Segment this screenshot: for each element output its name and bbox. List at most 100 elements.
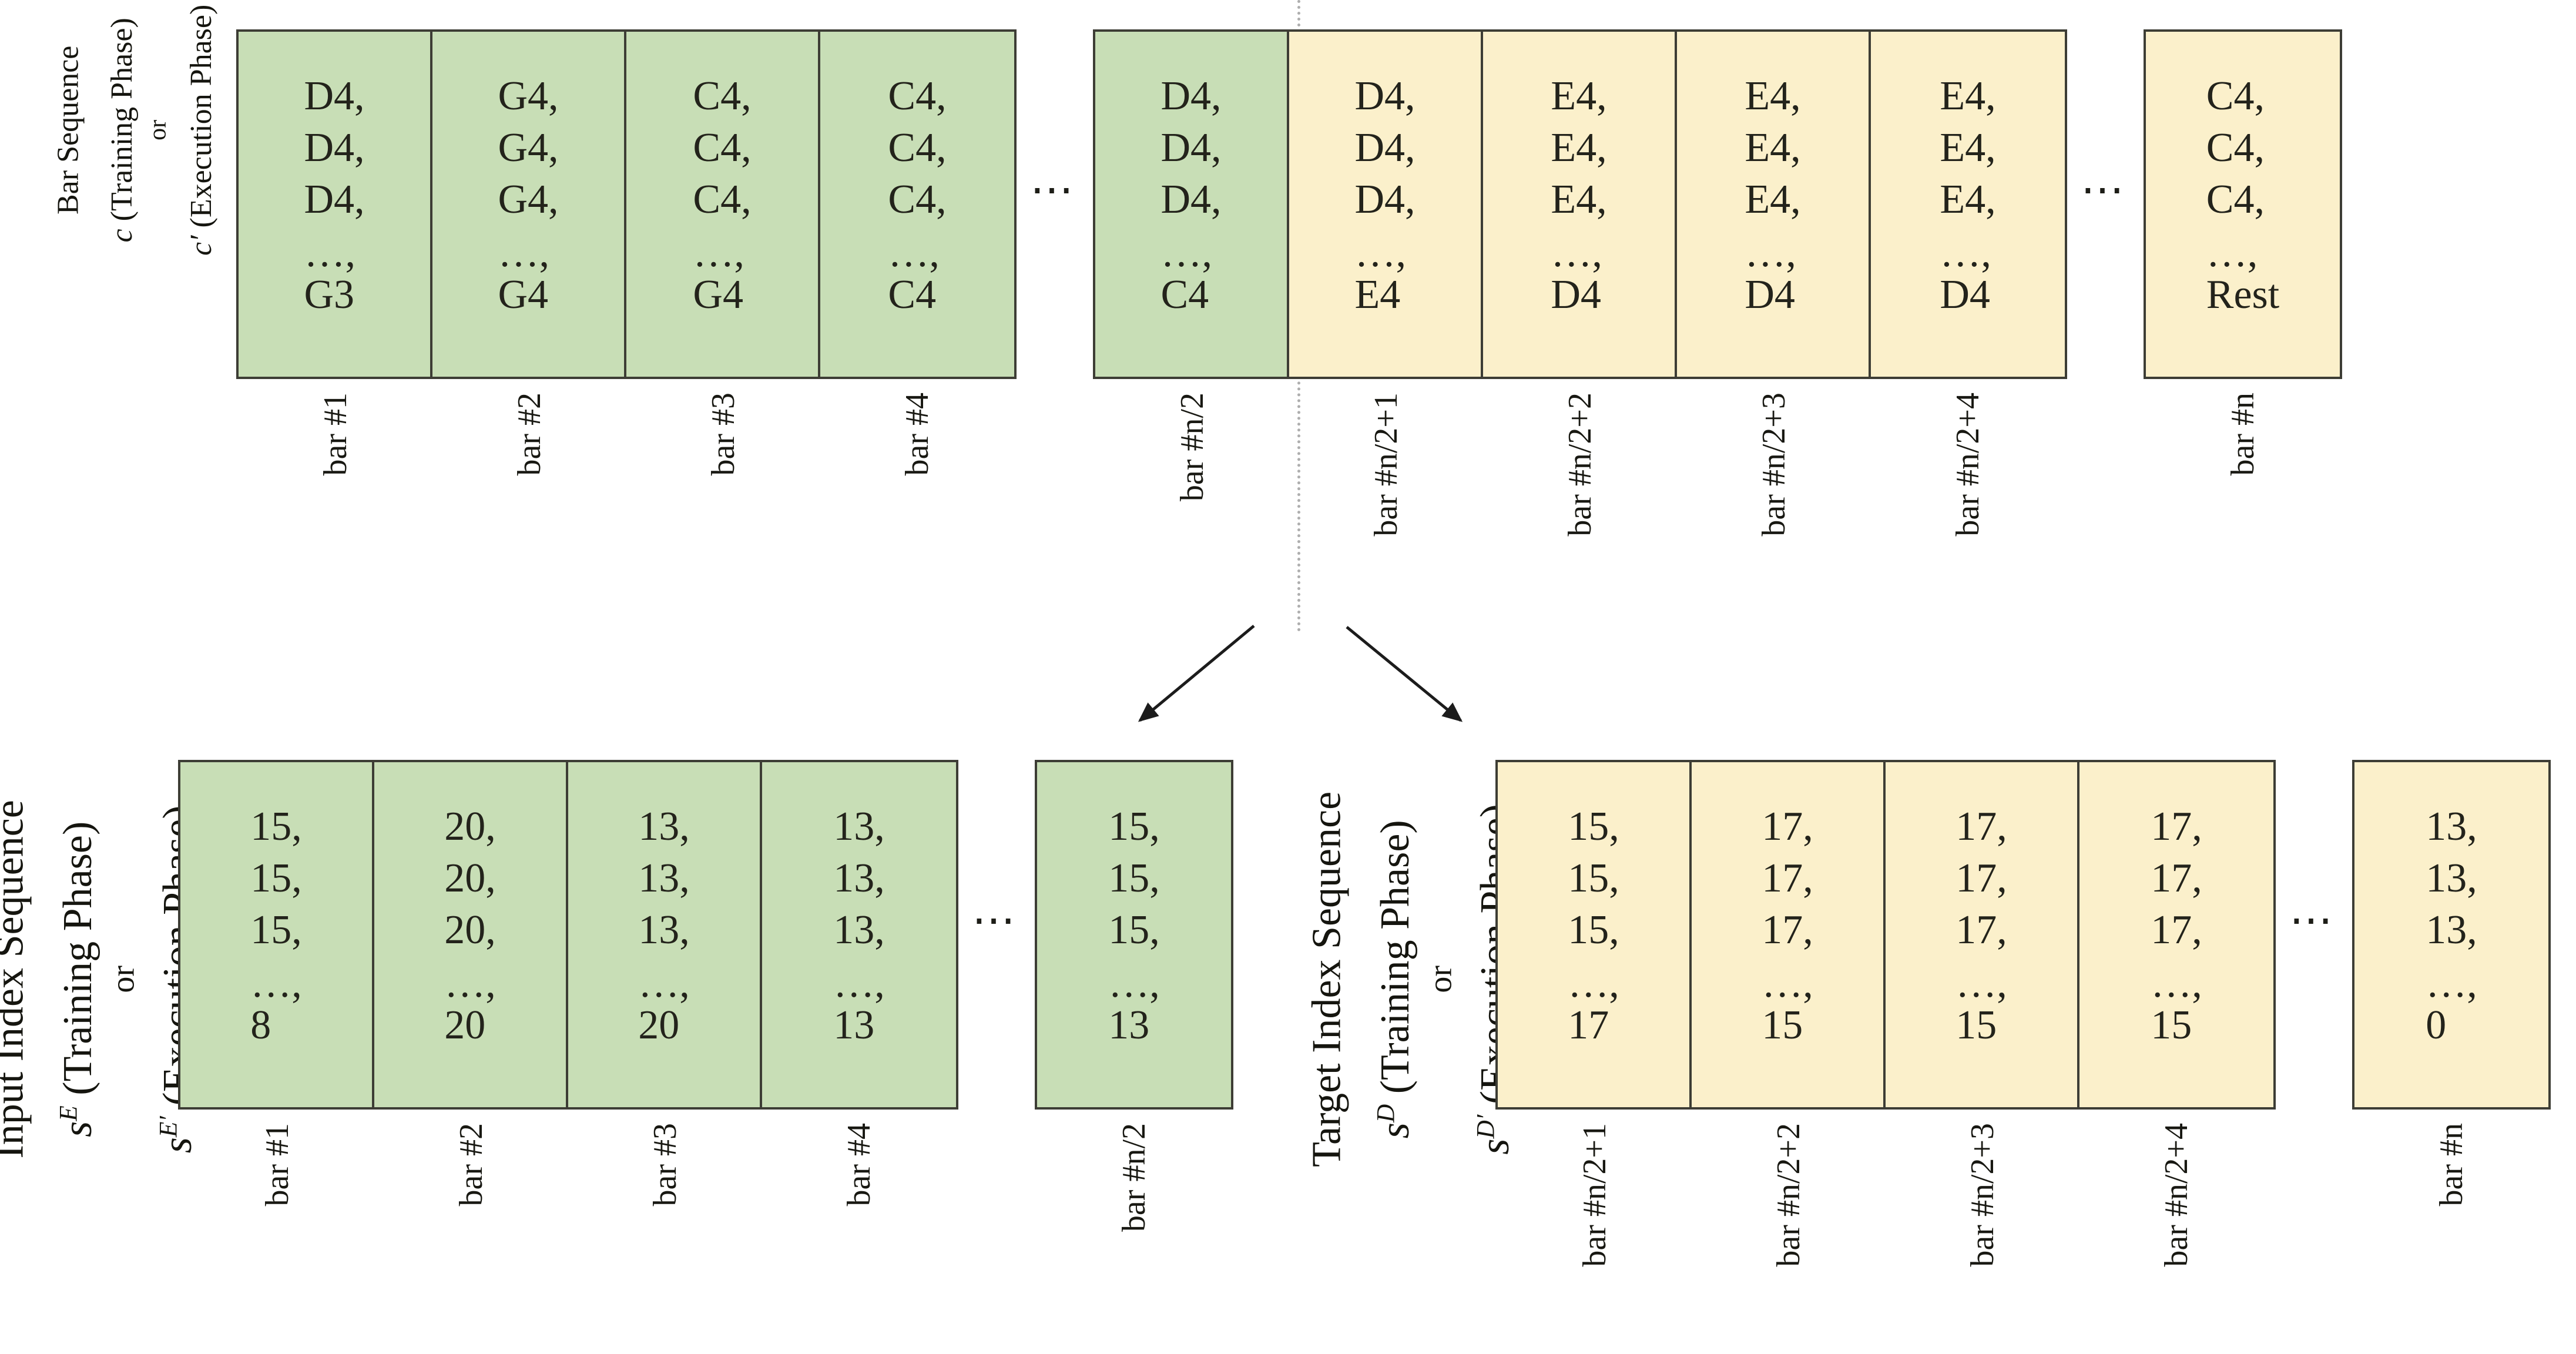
bar-box-bar-n-2-1: D4, D4, D4, …, E4 [1289,32,1483,377]
bar-box-group: D4, D4, D4,…, C4 D4, D4, D4,…, E4 E4, E4, E4,…, D4 E… [1093,29,2067,379]
note-value: 17, [1956,907,2007,953]
bar-number-label-bar-n-2-3: bar #n/2+3 [1756,393,1792,537]
seq-label-training: sE (Training Phase) [54,821,100,1137]
bar-number-label-bar-n-2: bar #n/2 [1116,1123,1152,1232]
note-value: …, [1956,961,2007,1006]
seq-label-title: Input Index Sequence [0,800,32,1159]
input-index-sequence-row: 15, 15, 15,…, 8 20, 20, 20,…, 20 13, 13, 13,…, 20 13… [178,760,1233,1110]
note-value: G4, [498,73,559,119]
bar-box-bar-n-2: 15, 15, 15, …, 13 [1037,762,1231,1107]
bar-box-bar-2: 20, 20, 20, …, 20 [374,762,568,1107]
note-value: C4, [693,177,752,222]
bar-box-group: C4, C4, C4, …, Rest [2144,29,2342,379]
note-value: …, [1745,230,1796,276]
note-value: …, [1551,230,1602,276]
note-value: D4, [1354,73,1416,119]
bar-number-label-bar-2: bar #2 [511,393,548,476]
seq-label-or: or [145,119,172,140]
bar-number-label-bar-1: bar #1 [259,1123,296,1206]
note-value: D4, [1354,125,1416,170]
bar-sequence-label: Bar Sequence c (Training Phase) or c′ (E… [46,0,225,424]
note-value: C4 [888,272,937,317]
note-value: 17, [1956,856,2007,901]
note-value: 15, [1568,804,1619,849]
note-column: 13, 13, 13, …, 0 [2426,801,2477,1050]
bar-sequence-row: D4, D4, D4,…, G3 G4, G4, G4,…, G4 C4, C4, C4,…, G4 C… [236,29,2342,379]
note-value: E4, [1940,125,1996,170]
bar-number-label-bar-3: bar #3 [647,1123,683,1206]
note-column: D4, D4, D4, …, E4 [1354,71,1415,320]
note-value: 17, [1762,804,1813,849]
note-column: C4, C4, C4, …, C4 [888,71,946,320]
note-value: 13, [2426,804,2477,849]
row-ellipsis: ⋯ [972,897,1021,945]
note-value: D4, [1160,177,1222,222]
note-column: E4, E4, E4, …, D4 [1745,71,1800,320]
note-value: 15, [250,856,302,901]
note-value: 8 [250,1003,271,1048]
seq-label-or: or [105,966,142,993]
note-value: …, [1108,961,1160,1006]
bar-number-label-bar-3: bar #3 [705,393,742,476]
note-column: E4, E4, E4, …, D4 [1940,71,1995,320]
note-value: C4, [888,125,947,170]
bar-number-label-bar-n-2-2: bar #n/2+2 [1562,393,1598,537]
note-value: …, [1160,230,1212,276]
note-value: …, [2206,230,2258,276]
note-value: 13, [2426,856,2477,901]
note-value: 13 [1108,1003,1150,1048]
note-value: C4, [2206,73,2265,119]
bar-number-label-bar-n: bar #n [2225,393,2261,476]
note-value: G4, [498,125,559,170]
note-value: 13, [638,907,690,953]
note-value: 15, [1568,856,1619,901]
bar-box-bar-4: 13, 13, 13, …, 13 [762,762,956,1107]
bar-number-label-bar-4: bar #4 [841,1123,877,1206]
note-value: D4 [1745,272,1795,317]
note-value: D4, [1354,177,1416,222]
bar-box-group: D4, D4, D4,…, G3 G4, G4, G4,…, G4 C4, C4, C4,…, G4 C… [236,29,1017,379]
note-value: 13, [2426,907,2477,953]
note-value: 20, [444,804,496,849]
note-value: 20, [444,856,496,901]
note-value: D4 [1940,272,1990,317]
target-index-sequence-row: 15, 15, 15,…, 17 17, 17, 17,…, 15 17, 17, 17,…, 15 1… [1495,760,2551,1110]
note-value: C4, [888,73,947,119]
note-value: 15, [250,907,302,953]
bar-box-bar-n-2-4: 17, 17, 17, …, 15 [2079,762,2273,1107]
seq-label-title: Bar Sequence [51,45,85,215]
note-column: 20, 20, 20, …, 20 [444,801,496,1050]
note-value: D4 [1551,272,1601,317]
note-value: …, [250,961,302,1006]
note-value: E4, [1551,125,1607,170]
note-column: 15, 15, 15, …, 8 [250,801,302,1050]
bar-box-bar-3: 13, 13, 13, …, 20 [568,762,762,1107]
note-value: C4, [693,125,752,170]
row-ellipsis: ⋯ [1030,166,1079,215]
note-value: 17 [1568,1003,1609,1048]
note-value: E4, [1940,73,1996,119]
note-value: 15, [250,804,302,849]
note-value: C4, [2206,125,2265,170]
note-column: C4, C4, C4, …, G4 [693,71,751,320]
note-value: …, [498,230,549,276]
note-value: 13, [833,907,885,953]
note-value: …, [1354,230,1406,276]
bar-box-group: 15, 15, 15, …, 13 [1035,760,1233,1110]
note-value: …, [638,961,690,1006]
note-value: E4 [1354,272,1401,317]
note-value: G3 [304,272,355,317]
note-column: 13, 13, 13, …, 20 [638,801,690,1050]
note-value: 20, [444,907,496,953]
note-value: …, [833,961,885,1006]
bar-number-label-bar-n-2-1: bar #n/2+1 [1577,1123,1613,1267]
note-value: …, [1762,961,1813,1006]
note-value: 15, [1108,804,1160,849]
note-value: 13, [833,804,885,849]
note-value: 20 [444,1003,486,1048]
note-value: 15 [2151,1003,2192,1048]
seq-label-training: c (Training Phase) [105,18,139,243]
bar-box-bar-1: D4, D4, D4, …, G3 [239,32,432,377]
note-value: …, [304,230,355,276]
note-value: 13, [833,856,885,901]
